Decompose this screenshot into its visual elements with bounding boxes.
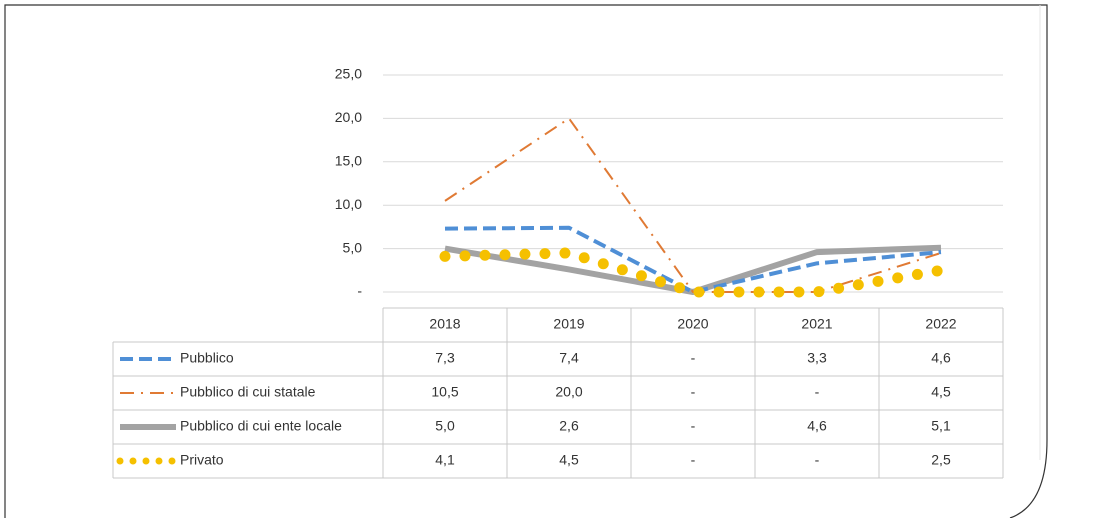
legend-label: Pubblico di cui ente locale	[180, 418, 342, 434]
table-value: -	[691, 384, 696, 400]
table-value: -	[691, 418, 696, 434]
table-value: 2,6	[559, 418, 579, 434]
y-tick-label: 10,0	[335, 196, 362, 212]
table-value: 5,0	[435, 418, 455, 434]
series-line	[439, 247, 947, 298]
legend-label: Pubblico di cui statale	[180, 384, 316, 400]
series-line	[444, 244, 942, 295]
frame	[4, 4, 1048, 518]
x-tick-label: 2018	[429, 316, 460, 332]
x-tick-label: 2022	[925, 316, 956, 332]
x-tick-label: 2021	[801, 316, 832, 332]
y-tick-label: 5,0	[343, 239, 363, 255]
series-line	[444, 225, 942, 294]
table-value: 4,5	[559, 452, 579, 468]
table-value: 7,3	[435, 350, 455, 366]
legend-label: Privato	[180, 452, 224, 468]
legend-label: Pubblico	[180, 350, 234, 366]
table-value: 5,1	[931, 418, 951, 434]
x-tick-label: 2019	[553, 316, 584, 332]
x-tick-label: 2020	[677, 316, 708, 332]
table-value: 4,1	[435, 452, 455, 468]
table-value: 7,4	[559, 350, 579, 366]
series-line	[444, 117, 942, 293]
y-tick-label: 20,0	[335, 109, 362, 125]
table-value: 3,3	[807, 350, 827, 366]
y-tick-label: -	[357, 283, 362, 299]
table-value: -	[691, 350, 696, 366]
table-value: -	[691, 452, 696, 468]
y-tick-label: 15,0	[335, 153, 362, 169]
table-value: 4,6	[807, 418, 827, 434]
table-value: -	[815, 384, 820, 400]
table-value: 20,0	[555, 384, 582, 400]
table-value: -	[815, 452, 820, 468]
y-tick-label: 25,0	[335, 66, 362, 82]
table-value: 10,5	[431, 384, 458, 400]
table-value: 4,6	[931, 350, 951, 366]
table-value: 4,5	[931, 384, 951, 400]
table-value: 2,5	[931, 452, 951, 468]
